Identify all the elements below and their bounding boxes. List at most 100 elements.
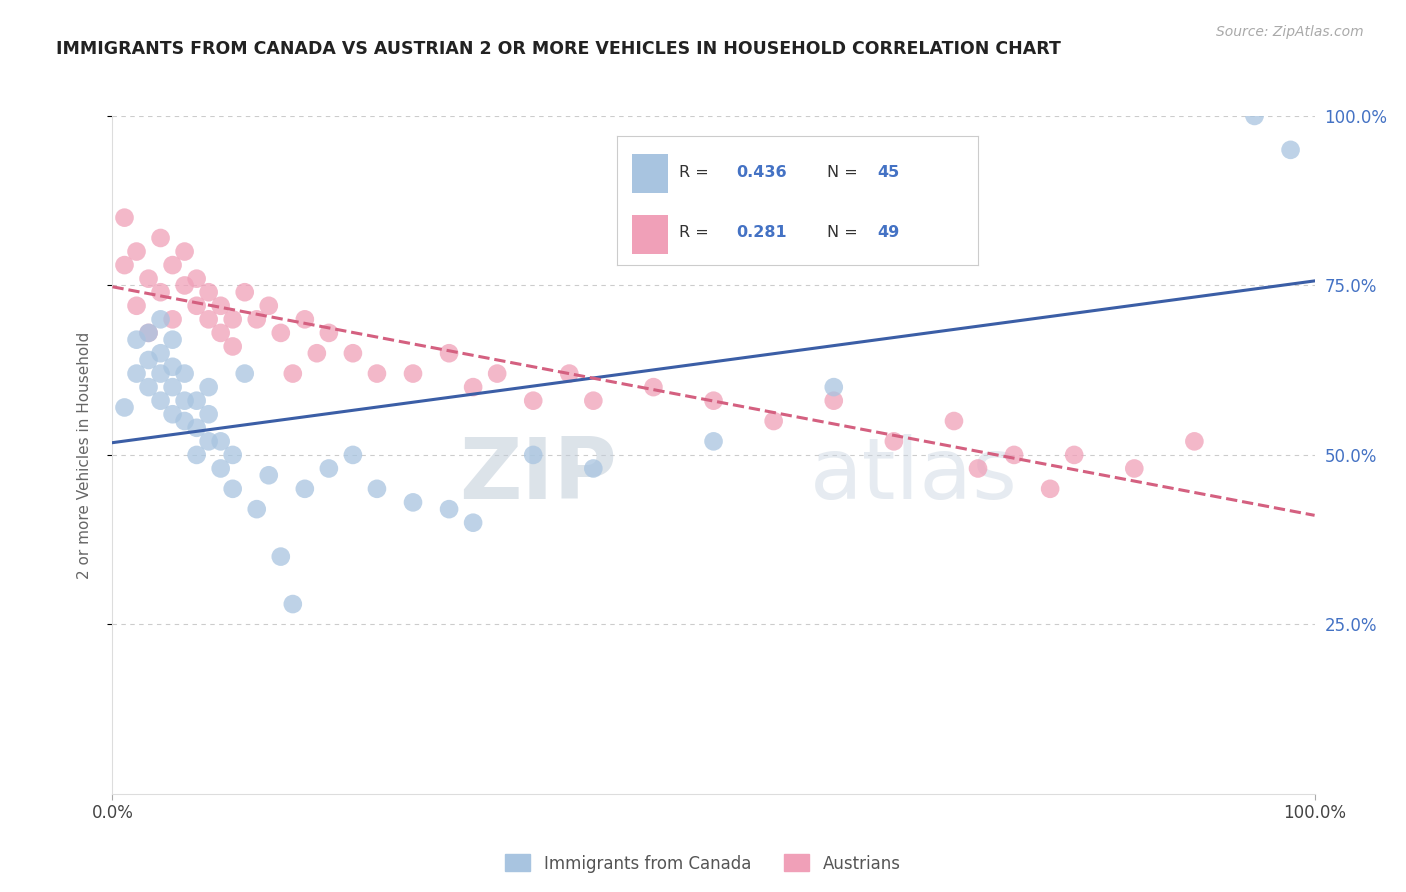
Point [1184, 434, 1206, 449]
Point [437, 502, 460, 516]
Text: R =: R = [679, 226, 714, 241]
Text: Source: ZipAtlas.com: Source: ZipAtlas.com [1216, 25, 1364, 39]
Point [1039, 482, 1062, 496]
Text: 45: 45 [877, 165, 900, 180]
Text: atlas: atlas [810, 434, 1018, 516]
Point [186, 271, 208, 285]
Point [1063, 448, 1085, 462]
Point [582, 393, 605, 408]
Point [149, 231, 172, 245]
Text: 0.436: 0.436 [737, 165, 787, 180]
Point [125, 299, 148, 313]
Point [197, 380, 219, 394]
Point [402, 495, 425, 509]
Point [162, 333, 184, 347]
Point [149, 312, 172, 326]
Text: 0.281: 0.281 [737, 226, 787, 241]
Point [162, 359, 184, 374]
Text: N =: N = [827, 165, 862, 180]
Point [125, 333, 148, 347]
Point [114, 401, 136, 415]
Point [257, 468, 280, 483]
Point [294, 312, 316, 326]
Point [209, 461, 232, 475]
Point [125, 244, 148, 259]
Point [1123, 461, 1146, 475]
Point [643, 380, 665, 394]
Point [222, 312, 245, 326]
Legend: Immigrants from Canada, Austrians: Immigrants from Canada, Austrians [499, 847, 907, 880]
Point [138, 353, 160, 368]
Point [138, 326, 160, 340]
Point [197, 407, 219, 421]
Point [558, 367, 581, 381]
Point [149, 346, 172, 360]
Point [366, 367, 388, 381]
Point [461, 516, 484, 530]
Point [149, 393, 172, 408]
Point [138, 380, 160, 394]
Point [197, 285, 219, 300]
Text: IMMIGRANTS FROM CANADA VS AUSTRIAN 2 OR MORE VEHICLES IN HOUSEHOLD CORRELATION C: IMMIGRANTS FROM CANADA VS AUSTRIAN 2 OR … [56, 40, 1062, 58]
Point [318, 461, 340, 475]
Bar [631, 154, 668, 193]
Point [173, 414, 195, 428]
Point [823, 393, 845, 408]
Text: 49: 49 [877, 226, 900, 241]
Point [173, 278, 195, 293]
Point [270, 549, 292, 564]
Point [233, 285, 256, 300]
Point [186, 421, 208, 435]
Point [222, 482, 245, 496]
Point [522, 448, 544, 462]
Point [342, 448, 364, 462]
Point [209, 299, 232, 313]
Text: ZIP: ZIP [460, 434, 617, 516]
Point [173, 367, 195, 381]
Point [762, 414, 785, 428]
Point [318, 326, 340, 340]
Text: N =: N = [827, 226, 862, 241]
Point [1002, 448, 1025, 462]
Point [222, 339, 245, 353]
Point [114, 258, 136, 272]
Point [173, 244, 195, 259]
Point [246, 502, 269, 516]
Point [702, 434, 725, 449]
Point [173, 393, 195, 408]
Point [233, 367, 256, 381]
Point [222, 448, 245, 462]
Point [114, 211, 136, 225]
Point [437, 346, 460, 360]
Point [942, 414, 965, 428]
Point [1279, 143, 1302, 157]
Point [305, 346, 328, 360]
Point [294, 482, 316, 496]
Point [197, 434, 219, 449]
Point [1243, 109, 1265, 123]
Point [138, 326, 160, 340]
Point [125, 367, 148, 381]
Point [257, 299, 280, 313]
Text: R =: R = [679, 165, 714, 180]
Point [186, 448, 208, 462]
Point [209, 326, 232, 340]
Point [186, 299, 208, 313]
Point [186, 393, 208, 408]
Point [246, 312, 269, 326]
Point [342, 346, 364, 360]
Point [149, 367, 172, 381]
Point [270, 326, 292, 340]
Point [702, 393, 725, 408]
Point [197, 312, 219, 326]
Point [281, 597, 304, 611]
Point [138, 271, 160, 285]
Y-axis label: 2 or more Vehicles in Household: 2 or more Vehicles in Household [77, 331, 91, 579]
Point [162, 258, 184, 272]
Point [162, 407, 184, 421]
Point [461, 380, 484, 394]
Point [209, 434, 232, 449]
Point [967, 461, 990, 475]
Point [366, 482, 388, 496]
Point [486, 367, 509, 381]
